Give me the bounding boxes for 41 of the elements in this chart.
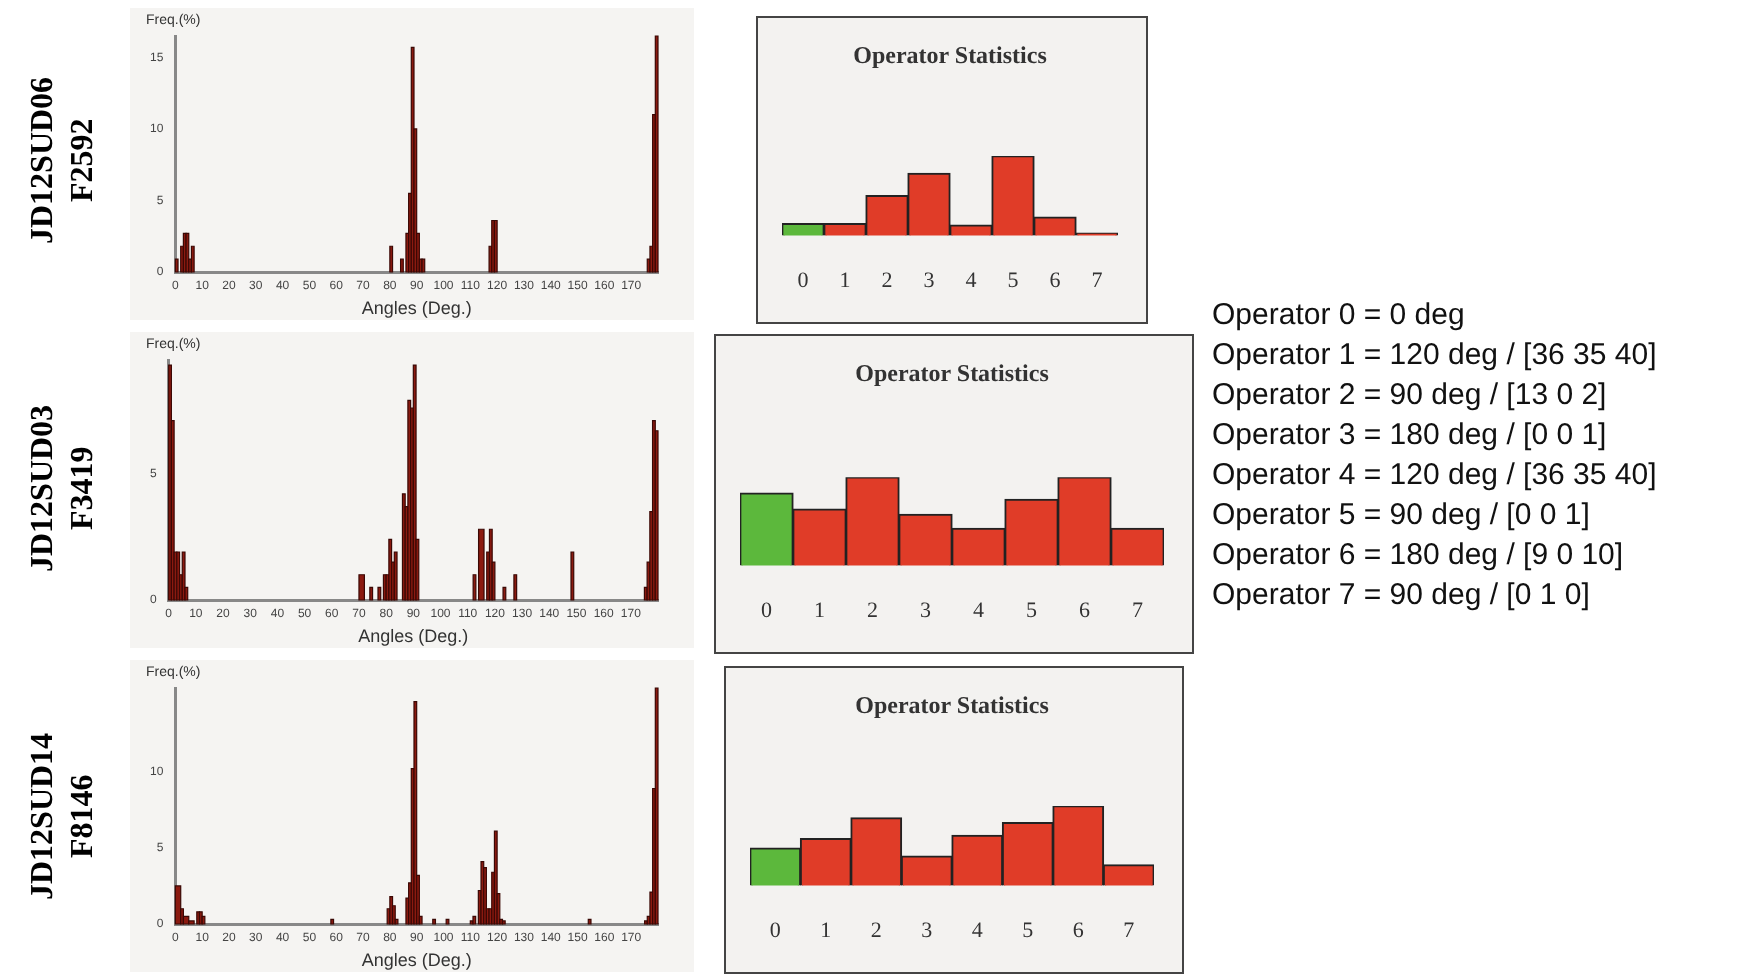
x-tick-label: 5 [1007,268,1020,293]
text: Operator 7 = 90 deg / [0 1 0] [1212,576,1592,616]
chart-title: Operator Statistics [853,40,1048,69]
x-tick-label: 1 [820,918,832,943]
x-tick-label: 5 [1026,598,1038,623]
text: JD12SUD14 F8146 [24,730,102,904]
text: Operator 5 = 90 deg / [0 0 1] [1212,496,1592,536]
x-tick-label: 4 [971,918,984,943]
x-tick-label: 7 [1123,918,1136,943]
x-tick-label: 2 [881,268,893,293]
x-axis-title: Angles (Deg.) [361,298,472,319]
text: JD12SUD06 F2592 [24,74,102,248]
x-axis-title: Angles (Deg.) [361,950,472,971]
text: Operator 4 = 120 deg / [36 35 40] [1212,456,1659,496]
x-tick-label: 6 [1072,918,1085,943]
x-tick-label: 0 [761,598,773,623]
x-tick-label: 0 [769,918,782,943]
text: Operator 3 = 180 deg / [0 0 1] [1212,416,1609,456]
x-tick-label: 0 [797,268,810,293]
text: JD12SUD03 F3419 [24,402,102,576]
text: Operator 0 = 0 deg [1212,296,1467,336]
text: Operator 2 = 90 deg / [13 0 2] [1212,376,1609,416]
x-tick-label: 3 [923,268,936,293]
x-tick-label: 2 [870,918,882,943]
chart-title: Operator Statistics [855,690,1050,719]
chart-title: Operator Statistics [855,358,1050,387]
text: Operator 6 = 180 deg / [9 0 10] [1212,536,1626,576]
text: Operator 1 = 120 deg / [36 35 40] [1212,336,1659,376]
x-tick-label: 6 [1079,598,1091,623]
x-tick-label: 3 [921,918,934,943]
x-tick-label: 1 [839,268,851,293]
x-tick-label: 7 [1132,598,1144,623]
x-axis-title: Angles (Deg.) [358,626,469,647]
x-tick-label: 4 [965,268,978,293]
x-tick-label: 7 [1091,268,1104,293]
x-tick-label: 1 [814,598,825,623]
x-tick-label: 3 [920,598,932,623]
x-tick-label: 6 [1049,268,1062,293]
x-tick-label: 2 [867,598,878,623]
x-tick-label: 4 [973,598,985,623]
x-tick-label: 5 [1022,918,1035,943]
